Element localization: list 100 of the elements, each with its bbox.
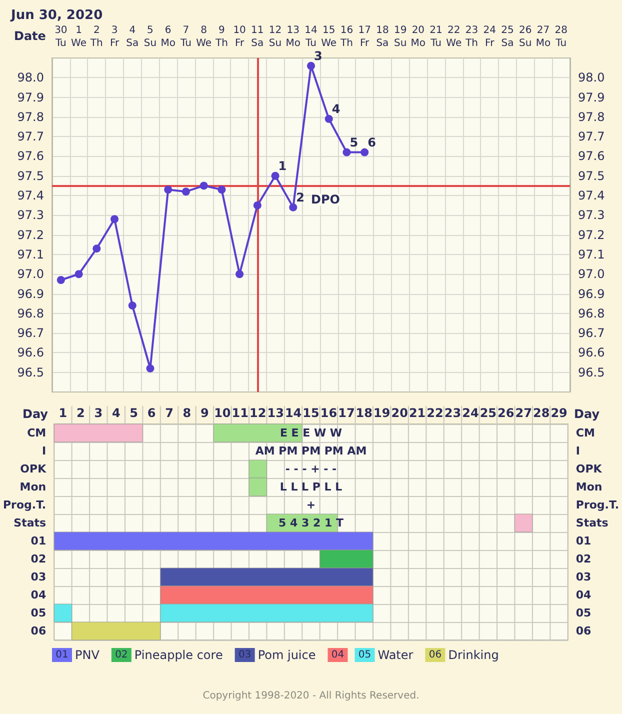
annotation: - - - + - - — [285, 462, 337, 476]
x-tick-label: 14 Tu — [304, 25, 318, 49]
y-tick-label: 97.3 — [17, 208, 44, 222]
point — [164, 186, 172, 194]
text: Copyright 1998-2020 - All Rights Reserved. — [202, 690, 420, 702]
legend-label: Drinking — [448, 648, 499, 662]
x-tick-label: 24 — [462, 406, 479, 420]
y2-tick-label: 96.9 — [578, 286, 605, 301]
y-tick-label: 98.0 — [17, 70, 44, 85]
point — [324, 114, 333, 123]
x-tick-label: 4 — [112, 406, 120, 420]
point — [128, 302, 136, 310]
category-label: 01 — [56, 650, 68, 660]
x-tick-label: 3 Fr — [110, 25, 120, 49]
x-tick-label: 10 Fr — [233, 25, 246, 49]
x-tick-label: 26 — [498, 406, 514, 420]
annotation: 1 — [278, 158, 287, 173]
y-tick-label: 04 — [30, 588, 46, 602]
x-tick-label: 29 — [550, 406, 568, 420]
y-tick-label: 96.9 — [17, 286, 44, 301]
annotation: 6 — [368, 135, 376, 150]
point — [360, 148, 369, 156]
point — [253, 201, 262, 210]
x-tick-label: 11 — [232, 406, 248, 420]
category-label: 06 — [428, 650, 442, 660]
y-tick-label: 97.7 — [17, 130, 44, 144]
y-tick-label: 03 — [30, 570, 46, 584]
annotation: + — [306, 498, 316, 512]
y-tick-label: 97.1 — [17, 247, 44, 262]
x-tick-label: 16 Th — [340, 25, 354, 49]
x-tick-label: 15 We — [321, 25, 337, 49]
x-tick-label: 17 — [338, 406, 355, 420]
y-tick-label: 01 — [30, 534, 46, 548]
x-tick-label: 25 Sa — [501, 25, 514, 49]
y2-tick-label: 96.8 — [578, 306, 605, 320]
chart-title: Jun 30, 2020 — [10, 8, 103, 23]
x-tick-label: 5 Su — [144, 25, 157, 49]
y2-tick-label: 05 — [576, 606, 592, 620]
x-tick-label: 19 — [374, 406, 390, 420]
point — [289, 203, 298, 212]
x-tick-label: 19 Su — [394, 25, 407, 49]
y2-tick-label: 97.5 — [578, 168, 605, 183]
y-tick-label: 97.5 — [17, 168, 44, 183]
x-tick-label: 26 Su — [518, 25, 532, 49]
y2-tick-label: 97.6 — [578, 149, 605, 164]
y2-tick-label: 96.7 — [578, 326, 605, 340]
category-label: 02 — [115, 650, 128, 660]
y2-tick-label: 98.0 — [578, 70, 605, 85]
x-tick-label: 7 — [165, 406, 174, 420]
category-label: 04 — [331, 650, 344, 660]
y2-tick-label: 97.7 — [578, 130, 605, 144]
x-tick-label: 12 Su — [268, 25, 282, 49]
y-tick-label: Prog.T. — [3, 498, 46, 512]
x-tick-label: 18 — [356, 406, 372, 420]
x-tick-label: 11 Sa — [251, 25, 264, 49]
point — [342, 148, 351, 156]
x-tick-label: 28 — [532, 406, 550, 420]
y-tick-label: 97.6 — [17, 149, 44, 164]
annotation: 2 — [296, 190, 304, 204]
annotation: 5 — [350, 135, 358, 150]
annotation: DPO — [311, 192, 340, 207]
x-tick-label: 9 — [200, 406, 209, 420]
category-label: 03 — [238, 650, 252, 660]
x-tick-label: 2 — [76, 406, 85, 420]
y-tick-label: 97.2 — [17, 228, 44, 242]
y-tick-label: CM — [27, 426, 46, 440]
y-tick-label: Mon — [20, 480, 46, 494]
y-tick-label: 96.8 — [17, 306, 44, 320]
x-axis-title: Date — [14, 29, 46, 43]
y2-tick-label: CM — [576, 426, 595, 440]
x-tick-label: 1 — [58, 406, 68, 420]
point — [307, 62, 315, 70]
x-tick-label: 30 Tu — [54, 25, 68, 49]
x-tick-label: 20 — [391, 406, 408, 420]
x-tick-label: 25 — [480, 406, 497, 420]
y2-tick-label: 97.2 — [578, 228, 605, 242]
x-tick-label: 10 — [214, 406, 231, 420]
x-tick-label: 13 Mo — [286, 25, 301, 49]
category-label: 05 — [358, 650, 372, 660]
x-tick-label: 8 — [182, 406, 192, 420]
annotation: 4 — [332, 102, 340, 116]
x-tick-label: 21 — [408, 406, 426, 420]
y2-tick-label: 06 — [576, 624, 592, 638]
x-tick-label: 3 — [94, 406, 103, 420]
x-tick-label: 24 Fr — [483, 25, 496, 49]
y2-tick-label: 97.8 — [578, 110, 605, 124]
x-tick-label: 15 — [302, 406, 320, 420]
legend-label: Water — [378, 648, 414, 662]
x-tick-label: 4 Sa — [126, 25, 139, 49]
y2-tick-label: 97.9 — [578, 90, 605, 104]
y2-tick-label: I — [576, 444, 580, 458]
annotation: 3 — [314, 48, 322, 63]
x-tick-label: 27 — [515, 406, 532, 420]
x-tick-label: 28 Tu — [554, 25, 568, 49]
point — [182, 188, 190, 196]
y-tick-label: 97.4 — [17, 188, 44, 203]
x-axis-title: Day — [574, 407, 600, 421]
x-tick-label: 18 Sa — [376, 25, 389, 49]
x-tick-label: 7 Tu — [179, 25, 192, 49]
point — [110, 215, 119, 224]
